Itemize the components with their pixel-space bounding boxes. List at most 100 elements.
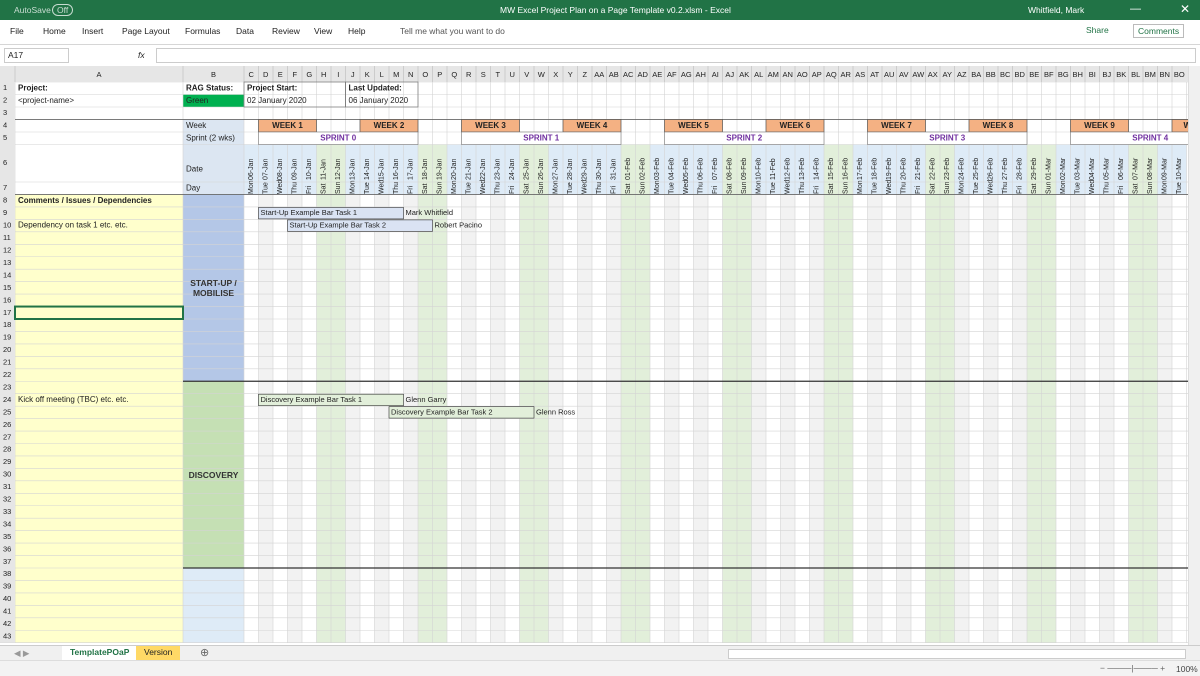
date-label: 25-Feb (973, 158, 980, 180)
row-header: 24 (3, 395, 11, 404)
column-header: L (380, 70, 384, 79)
ribbon-tab[interactable]: Formulas (185, 26, 221, 36)
row-header: 16 (3, 295, 11, 304)
task-bar (258, 393, 404, 406)
date-label: 18-Feb (872, 158, 879, 180)
vertical-scrollbar[interactable] (1188, 66, 1200, 645)
week-label: WEEK 7 (881, 121, 912, 130)
date-label: 28-Feb (1017, 158, 1024, 180)
comment: Kick off meeting (TBC) etc. etc. (18, 395, 129, 404)
date-label: 25-Jan (524, 158, 531, 180)
day-label: Wed (886, 180, 893, 194)
row-header: 4 (3, 121, 7, 130)
day-label: Sat (321, 183, 328, 194)
phase-label: START-UP / MOBILISE (190, 277, 237, 298)
ribbon-tab[interactable]: View (314, 26, 333, 36)
comments-button[interactable]: Comments (1133, 24, 1185, 38)
task-owner: Glenn Ross (536, 407, 575, 416)
fx-button[interactable]: fx (138, 50, 145, 60)
date-label: 07-Jan (263, 158, 270, 180)
row-header-bar (0, 82, 15, 643)
column-header: Q (451, 70, 457, 79)
day-label: Wed (1089, 180, 1096, 194)
date-label: 12-Jan (335, 158, 342, 180)
minimize[interactable]: — (1130, 3, 1141, 15)
column-header: BA (971, 70, 981, 79)
day-label: Sat (930, 183, 937, 194)
tab-scroll[interactable]: ◀ ▶ (14, 648, 30, 658)
sprint-header (1070, 131, 1188, 145)
week-label: WEEK 9 (1084, 121, 1115, 130)
ribbon-tab[interactable]: Home (43, 26, 66, 36)
column-header: BM (1145, 70, 1156, 79)
date-label: 01-Feb (625, 158, 632, 180)
day-label: Tue (872, 182, 879, 194)
day-label: Sat (625, 183, 632, 194)
rag-label: RAG Status: (186, 83, 233, 92)
day-label: Tue (669, 182, 676, 194)
date-label: 10-Mar (1176, 157, 1183, 180)
day-label: Mon (1162, 180, 1169, 194)
horizontal-scrollbar[interactable] (728, 649, 1186, 659)
column-header: BL (1131, 70, 1140, 79)
day-label: Thu (292, 182, 299, 194)
ribbon-tab[interactable]: Help (348, 26, 366, 36)
share-button[interactable]: Share (1086, 25, 1109, 35)
tell-me-search[interactable]: Tell me what you want to do (400, 26, 505, 36)
day-label: Fri (306, 185, 313, 194)
column-header: BI (1089, 70, 1096, 79)
updated-label: Last Updated: (349, 83, 402, 92)
row-header: 25 (3, 407, 11, 416)
add-sheet[interactable]: ⊕ (200, 647, 210, 659)
ribbon-tab[interactable]: Page Layout (122, 26, 170, 36)
updated-value: 06 January 2020 (349, 96, 409, 105)
start-label: Project Start: (247, 83, 297, 92)
date-label: 13-Feb (799, 158, 806, 180)
column-header: BB (986, 70, 996, 79)
row-header: 30 (3, 470, 11, 479)
week-label: WEEK 5 (678, 121, 709, 130)
day-label: Sun (944, 181, 951, 194)
day-label: Sun (1147, 181, 1154, 194)
ribbon-tab[interactable]: Review (272, 26, 300, 36)
task-owner: Glenn Garry (406, 395, 447, 404)
row-header: 19 (3, 333, 11, 342)
column-header: AS (855, 70, 865, 79)
name-box[interactable]: A17 (4, 48, 69, 63)
zoom-level[interactable]: 100% (1176, 664, 1198, 674)
ribbon-tab[interactable]: Data (236, 26, 254, 36)
day-label: Thu (596, 182, 603, 194)
user-name[interactable]: Whitfield, Mark (1028, 5, 1085, 15)
row-label: Sprint (2 wks) (186, 133, 235, 142)
date-label: 26-Jan (538, 158, 545, 180)
formula-input[interactable] (156, 48, 1196, 63)
column-header: AK (739, 70, 749, 79)
date-label: 05-Mar (1104, 157, 1111, 180)
day-label: Thu (1002, 182, 1009, 194)
date-label: 23-Feb (944, 158, 951, 180)
column-header: BG (1058, 70, 1069, 79)
zoom-slider[interactable]: − ────|──── + (1100, 663, 1166, 673)
row-header: 39 (3, 582, 11, 591)
column-header: W (538, 70, 546, 79)
day-label: Wed (480, 180, 487, 194)
column-header: AU (884, 70, 894, 79)
autosave-toggle[interactable]: Off (52, 4, 74, 16)
date-label: 18-Jan (422, 158, 429, 180)
row-header: 2 (3, 96, 7, 105)
ribbon-tab[interactable]: File (10, 26, 24, 36)
date-label: 26-Feb (988, 158, 995, 180)
day-label: Tue (973, 182, 980, 194)
date-label: 21-Jan (466, 158, 473, 180)
column-header: BO (1174, 70, 1185, 79)
date-label: 09-Feb (741, 158, 748, 180)
ribbon-tab[interactable]: Insert (82, 26, 104, 36)
day-label: Sun (640, 181, 647, 194)
window-title: MW Excel Project Plan on a Page Template… (500, 5, 731, 15)
date-label: 08-Jan (277, 158, 284, 180)
autosave-label[interactable]: AutoSave (14, 5, 51, 15)
day-label: Thu (901, 182, 908, 194)
close[interactable]: ✕ (1180, 2, 1191, 16)
date-label: 09-Jan (292, 158, 299, 180)
sheet-tab[interactable]: Version (136, 646, 181, 661)
